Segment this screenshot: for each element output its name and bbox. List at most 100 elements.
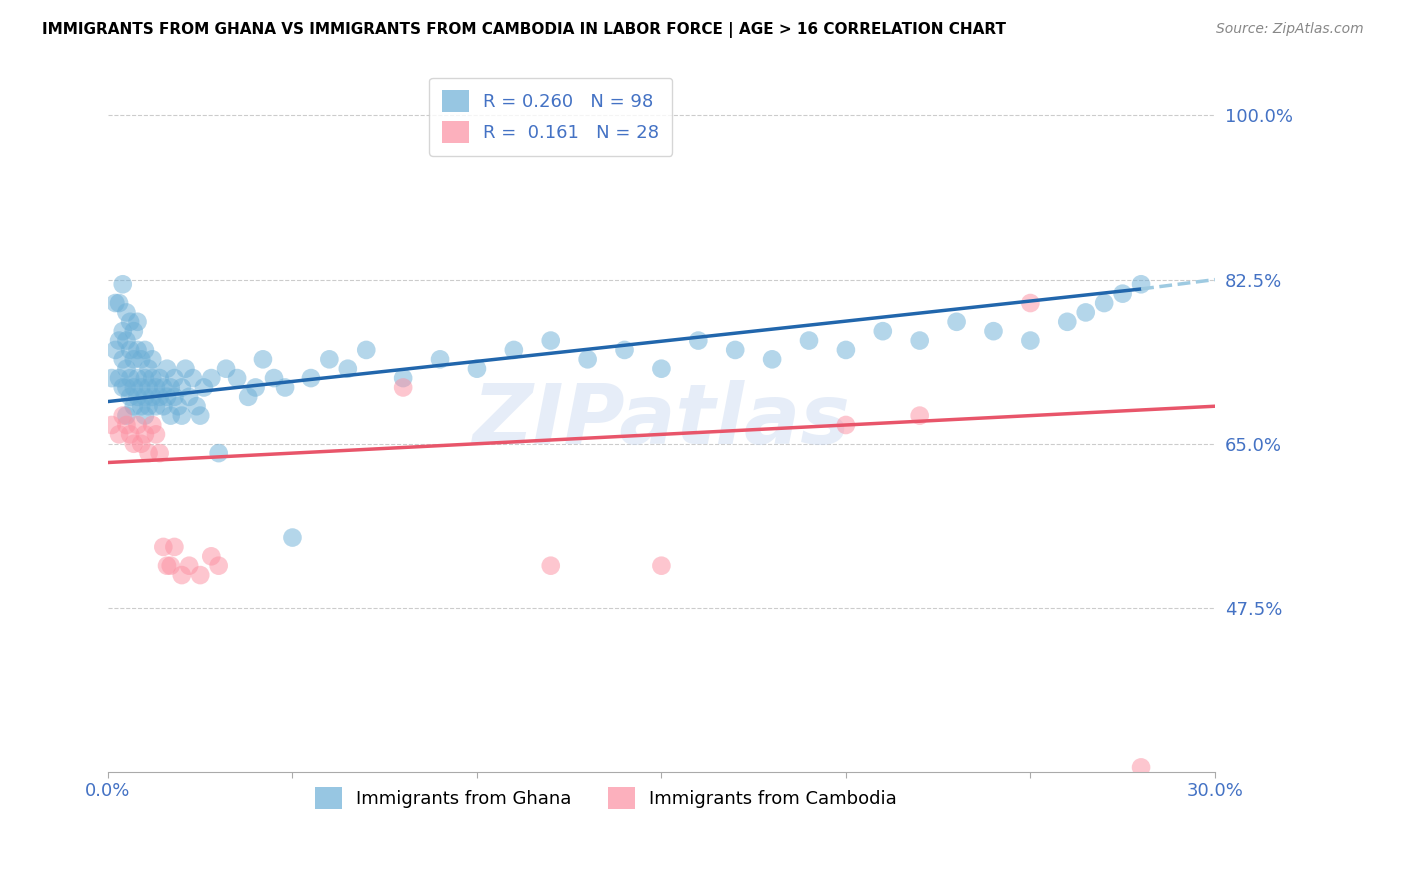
Point [908,409,931,423]
Point [134,371,156,385]
Point [1074,305,1097,319]
Point [115,361,138,376]
Text: ZIPatlas: ZIPatlas [472,380,851,461]
Point [540,334,562,348]
Point [152,399,174,413]
Point [115,409,138,423]
Point [1130,760,1153,774]
Point [115,305,138,319]
Point [108,371,131,385]
Point [159,380,181,394]
Point [797,334,820,348]
Point [688,334,710,348]
Point [129,380,152,394]
Point [238,390,260,404]
Point [429,352,451,367]
Point [159,409,181,423]
Point [138,399,160,413]
Point [108,296,131,310]
Point [179,390,201,404]
Point [149,390,172,404]
Point [576,352,599,367]
Point [100,371,122,385]
Point [163,371,186,385]
Point [650,558,672,573]
Point [122,436,145,450]
Point [193,380,215,394]
Point [208,558,231,573]
Point [170,409,193,423]
Point [122,324,145,338]
Point [188,568,211,582]
Point [111,380,134,394]
Point [104,296,127,310]
Point [872,324,894,338]
Point [129,436,152,450]
Point [145,399,167,413]
Point [134,343,156,357]
Point [174,361,197,376]
Point [163,540,186,554]
Point [129,399,152,413]
Point [299,371,322,385]
Point [215,361,238,376]
Point [127,315,149,329]
Point [134,427,156,442]
Point [336,361,359,376]
Point [1092,296,1115,310]
Point [111,324,134,338]
Point [1019,296,1042,310]
Point [134,390,156,404]
Point [141,390,163,404]
Point [181,371,204,385]
Text: IMMIGRANTS FROM GHANA VS IMMIGRANTS FROM CAMBODIA IN LABOR FORCE | AGE > 16 CORR: IMMIGRANTS FROM GHANA VS IMMIGRANTS FROM… [42,22,1007,38]
Point [108,334,131,348]
Point [138,361,160,376]
Point [159,558,181,573]
Point [650,361,672,376]
Point [141,417,163,432]
Point [200,549,222,564]
Point [104,343,127,357]
Point [724,343,747,357]
Point [141,352,163,367]
Point [245,380,267,394]
Point [156,558,179,573]
Text: Source: ZipAtlas.com: Source: ZipAtlas.com [1216,22,1364,37]
Point [100,417,122,432]
Point [281,531,304,545]
Point [127,343,149,357]
Point [354,343,377,357]
Point [115,334,138,348]
Point [138,380,160,394]
Point [111,409,134,423]
Point [170,568,193,582]
Point [163,390,186,404]
Point [141,371,163,385]
Point [111,277,134,292]
Point [156,361,179,376]
Point [120,390,142,404]
Point [502,343,524,357]
Point [129,352,152,367]
Legend: Immigrants from Ghana, Immigrants from Cambodia: Immigrants from Ghana, Immigrants from C… [308,780,904,816]
Point [152,380,174,394]
Point [540,558,562,573]
Point [138,446,160,460]
Point [167,399,190,413]
Point [108,427,131,442]
Point [263,371,285,385]
Point [120,343,142,357]
Point [835,417,858,432]
Point [226,371,249,385]
Point [465,361,488,376]
Point [115,380,138,394]
Point [122,352,145,367]
Point [908,334,931,348]
Point [835,343,858,357]
Point [145,380,167,394]
Point [145,427,167,442]
Point [127,371,149,385]
Point [122,380,145,394]
Point [761,352,783,367]
